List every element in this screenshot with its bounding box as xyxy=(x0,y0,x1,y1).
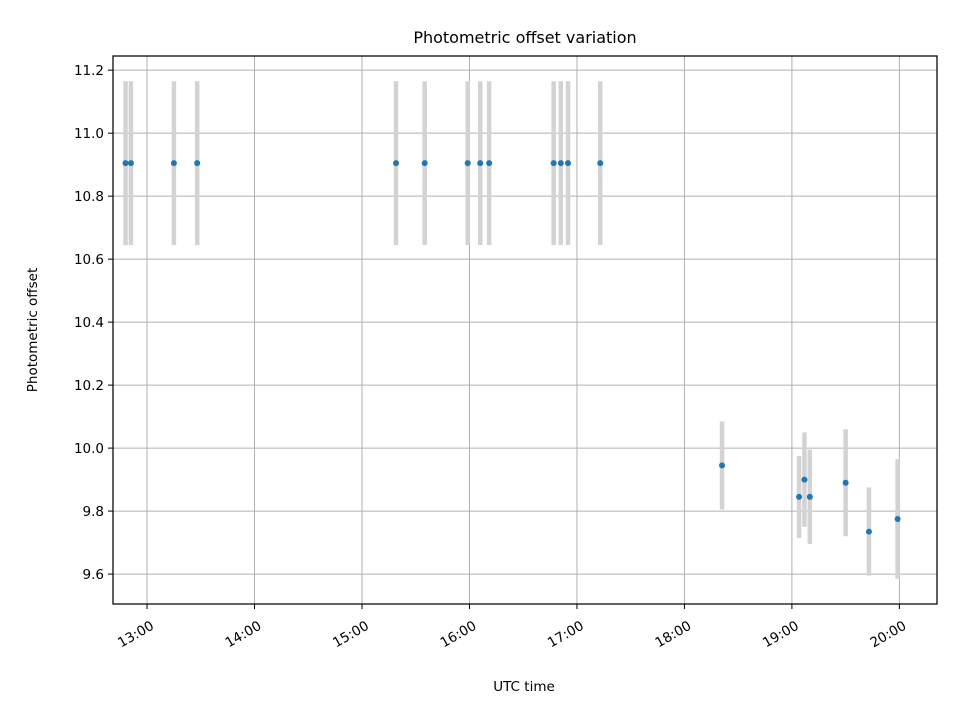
data-point xyxy=(122,160,129,167)
x-axis-label: UTC time xyxy=(493,679,555,695)
data-point xyxy=(557,160,564,167)
data-point xyxy=(865,528,872,535)
plot-frame xyxy=(112,55,938,605)
data-point xyxy=(477,160,484,167)
data-point xyxy=(719,462,726,469)
data-point xyxy=(806,493,813,500)
y-tick-label: 10.2 xyxy=(74,378,104,394)
y-axis-label: Photometric offset xyxy=(25,268,41,392)
data-point xyxy=(564,160,571,167)
grid-lines xyxy=(113,56,937,604)
y-axis: 9.6 9.8 10.0 10.2 10.4 10.6 10.8 11.0 11.2 xyxy=(74,63,113,583)
y-tick-label: 10.0 xyxy=(74,441,104,457)
data-point xyxy=(194,160,201,167)
data-point xyxy=(170,160,177,167)
data-point xyxy=(464,160,471,167)
y-tick-label: 11.2 xyxy=(74,63,104,79)
data-point xyxy=(421,160,428,167)
y-tick-label: 9.6 xyxy=(83,567,104,583)
data-point xyxy=(801,476,808,483)
data-points xyxy=(122,160,901,535)
y-tick-label: 11.0 xyxy=(74,126,104,142)
data-point xyxy=(597,160,604,167)
data-point xyxy=(550,160,557,167)
y-tick-label: 9.8 xyxy=(83,504,104,520)
y-tick-label: 10.6 xyxy=(74,252,104,268)
chart-title: Photometric offset variation xyxy=(413,28,636,47)
y-tick-label: 10.8 xyxy=(74,189,104,205)
data-point xyxy=(796,493,803,500)
data-point xyxy=(842,479,849,486)
y-tick-label: 10.4 xyxy=(74,315,104,331)
data-point xyxy=(894,515,901,522)
data-point xyxy=(393,160,400,167)
data-point xyxy=(486,160,493,167)
data-point xyxy=(127,160,134,167)
